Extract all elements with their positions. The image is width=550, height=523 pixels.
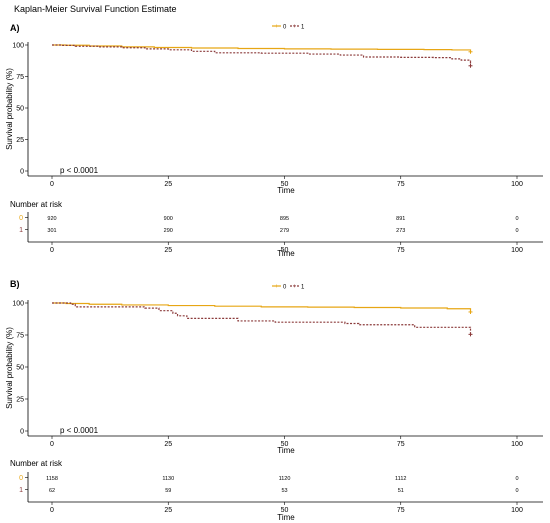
- risk-x-tick-label: 50: [281, 507, 289, 514]
- risk-x-tick-label: 100: [511, 247, 523, 254]
- risk-x-tick-label: 0: [50, 507, 54, 514]
- legend: +0 +1: [272, 284, 305, 290]
- y-tick-label: 50: [16, 106, 24, 113]
- risk-x-tick-label: 25: [164, 507, 172, 514]
- risk-count: 1120: [279, 476, 291, 482]
- figure-title: Kaplan-Meier Survival Function Estimate: [14, 4, 177, 14]
- risk-x-tick-label: 75: [397, 507, 405, 514]
- y-tick-label: 100: [12, 301, 24, 308]
- risk-count: 0: [515, 488, 518, 494]
- risk-count: 891: [396, 216, 405, 222]
- risk-x-tick-label: 75: [397, 247, 405, 254]
- risk-count: 62: [49, 488, 55, 494]
- legend-marker-1: +: [293, 284, 297, 290]
- y-tick-label: 100: [12, 43, 24, 50]
- series-line-0: [52, 44, 472, 51]
- risk-x-axis-label: Time: [277, 249, 295, 258]
- x-tick-label: 0: [50, 181, 54, 188]
- risk-count: 1158: [46, 476, 58, 482]
- risk-count: 290: [164, 228, 173, 234]
- risk-row-label-1: 1: [19, 487, 23, 494]
- legend-label-1: 1: [301, 24, 305, 30]
- risk-x-tick-label: 0: [50, 247, 54, 254]
- legend-label-0: 0: [283, 284, 287, 290]
- y-axis-label: Survival probability (%): [5, 327, 14, 409]
- legend-label-0: 0: [283, 24, 287, 30]
- risk-x-tick-label: 25: [164, 247, 172, 254]
- risk-count: 0: [515, 476, 518, 482]
- y-tick-label: 75: [16, 74, 24, 81]
- risk-count: 1112: [395, 476, 406, 482]
- x-tick-label: 50: [281, 441, 289, 448]
- risk-count: 51: [398, 488, 404, 494]
- series-line-1: [52, 44, 472, 62]
- risk-x-axis-label: Time: [277, 513, 295, 522]
- risk-count: 59: [165, 488, 171, 494]
- risk-count: 920: [47, 216, 56, 222]
- legend-marker-1: +: [293, 24, 297, 30]
- panel-label: A): [10, 23, 20, 33]
- legend-marker-0: +: [275, 284, 279, 290]
- y-tick-label: 0: [20, 429, 24, 436]
- risk-table-title: Number at risk: [10, 459, 63, 468]
- x-axis-label: Time: [277, 446, 295, 455]
- y-axis-label: Survival probability (%): [5, 68, 14, 150]
- p-value: p < 0.0001: [60, 426, 99, 435]
- risk-count: 0: [515, 228, 518, 234]
- legend-marker-0: +: [275, 24, 279, 30]
- risk-count: 301: [47, 228, 56, 234]
- risk-row-label-0: 0: [19, 215, 23, 222]
- y-tick-label: 0: [20, 169, 24, 176]
- risk-count: 273: [396, 228, 405, 234]
- x-tick-label: 50: [281, 181, 289, 188]
- x-axis-label: Time: [277, 186, 295, 195]
- risk-count: 0: [515, 216, 518, 222]
- legend-label-1: 1: [301, 284, 305, 290]
- risk-count: 900: [164, 216, 173, 222]
- y-tick-label: 50: [16, 365, 24, 372]
- y-tick-label: 75: [16, 333, 24, 340]
- p-value: p < 0.0001: [60, 166, 99, 175]
- risk-x-tick-label: 50: [281, 247, 289, 254]
- x-tick-label: 0: [50, 441, 54, 448]
- y-tick-label: 25: [16, 397, 24, 404]
- x-tick-label: 25: [164, 181, 172, 188]
- y-tick-label: 25: [16, 137, 24, 144]
- series-line-0: [52, 302, 472, 311]
- risk-x-tick-label: 100: [511, 507, 523, 514]
- x-tick-label: 75: [397, 181, 405, 188]
- x-tick-label: 75: [397, 441, 405, 448]
- risk-row-label-0: 0: [19, 475, 23, 482]
- risk-count: 1130: [162, 476, 174, 482]
- risk-row-label-1: 1: [19, 227, 23, 234]
- risk-count: 53: [281, 488, 287, 494]
- x-tick-label: 100: [511, 441, 523, 448]
- x-tick-label: 25: [164, 441, 172, 448]
- risk-count: 279: [280, 228, 289, 234]
- risk-count: 895: [280, 216, 289, 222]
- panel-label: B): [10, 279, 20, 289]
- legend: +0 +1: [272, 24, 305, 30]
- series-line-1: [52, 302, 472, 329]
- risk-table-title: Number at risk: [10, 200, 63, 209]
- x-tick-label: 100: [511, 181, 523, 188]
